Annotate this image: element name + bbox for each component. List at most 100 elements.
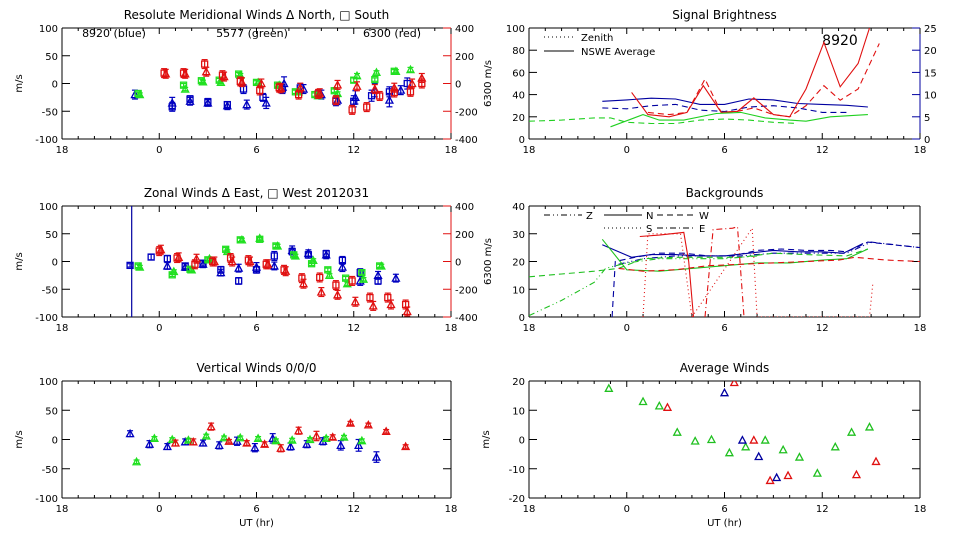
y-tick-label: -100 [35, 494, 58, 505]
y2-axis-label: 6300 m/s [483, 238, 494, 285]
data-point [224, 436, 234, 445]
x-tick-label: 18 [523, 504, 536, 515]
y-tick-label: -100 [35, 135, 58, 146]
y-tick-label: 0 [52, 258, 58, 269]
x-tick-label: 0 [624, 145, 630, 156]
data-point [391, 273, 401, 282]
data-point [737, 435, 748, 444]
series-6300-nswe-average [631, 28, 871, 118]
data-point [304, 251, 313, 259]
data-point [402, 306, 412, 316]
data-point [242, 438, 252, 447]
series-label: 8920 [822, 33, 858, 49]
data-point [155, 247, 163, 255]
data-point [386, 299, 396, 309]
data-point [316, 287, 326, 296]
data-point [332, 96, 340, 104]
data-point [371, 452, 382, 461]
data-point [407, 78, 417, 88]
data-point [125, 428, 135, 438]
series-line [529, 117, 798, 125]
data-point [384, 95, 394, 104]
data-point [162, 261, 172, 270]
x-tick-label: 6 [721, 145, 727, 156]
series-line [602, 103, 847, 113]
x-tick-label: 18 [914, 145, 927, 156]
data-point [209, 257, 217, 266]
series-5577-zenith [529, 117, 798, 125]
data-point [130, 89, 140, 99]
x-axis-label: UT (hr) [707, 518, 742, 529]
data-point [406, 88, 415, 96]
data-point [401, 300, 410, 309]
data-point [348, 277, 356, 285]
data-point [179, 81, 188, 89]
data-point [250, 442, 260, 452]
y-tick-label: 40 [512, 91, 525, 102]
legend-label: E [699, 224, 705, 235]
data-point [294, 90, 303, 99]
series-line [631, 28, 871, 118]
y2-tick-label: 400 [455, 202, 474, 213]
y-tick-label: 20 [512, 258, 525, 269]
data-point [350, 76, 358, 84]
chart-title: Resolute Meridional Winds Δ North, □ Sou… [124, 8, 390, 22]
legend-label: S [646, 224, 652, 235]
data-point [754, 451, 764, 461]
y-tick-label: 60 [512, 68, 525, 79]
x-tick-label: 6 [721, 323, 727, 334]
data-point [214, 440, 224, 450]
data-point [358, 268, 366, 277]
data-point [324, 266, 332, 274]
x-tick-label: 6 [253, 504, 259, 515]
data-point [374, 277, 382, 285]
data-point [662, 402, 673, 411]
x-tick-label: 6 [253, 145, 259, 156]
series-line [639, 231, 695, 317]
y-axis-label: m/s [14, 430, 25, 448]
data-point [298, 274, 306, 282]
y-tick-label: 80 [512, 46, 525, 57]
series-8920-nswe-average [602, 97, 868, 108]
data-point [339, 432, 349, 441]
y-tick-label: -50 [42, 107, 58, 118]
data-point [794, 452, 805, 461]
data-point [198, 438, 208, 447]
data-point [168, 271, 176, 279]
data-point [322, 250, 330, 258]
y-tick-label: 0 [52, 80, 58, 91]
data-point [252, 266, 261, 274]
data-point [188, 436, 198, 446]
data-point [321, 249, 331, 259]
data-point [287, 435, 297, 444]
data-point [851, 469, 862, 479]
series-line [618, 256, 920, 272]
data-point [354, 440, 364, 450]
data-point [173, 254, 181, 262]
y-tick-label: -50 [42, 465, 58, 476]
data-point [235, 432, 245, 442]
data-point [724, 447, 734, 457]
series-6300-e [704, 226, 745, 317]
data-point [741, 441, 751, 451]
data-point [223, 100, 231, 109]
x-tick-label: 18 [445, 504, 458, 515]
y-tick-label: 100 [39, 377, 58, 388]
data-point [261, 98, 271, 107]
legend-label: NSWE Average [581, 47, 655, 58]
x-tick-label: 0 [156, 145, 162, 156]
data-point [298, 84, 309, 93]
x-tick-label: 12 [816, 323, 829, 334]
y2-tick-label: 0 [455, 80, 461, 91]
series-8920-z [618, 241, 920, 265]
data-point [654, 400, 664, 410]
data-point [765, 475, 775, 485]
data-point [314, 90, 322, 98]
data-point [219, 432, 229, 442]
series-line [618, 241, 920, 265]
chart-title: Vertical Winds 0/0/0 [197, 361, 317, 375]
series-5577 [604, 383, 875, 477]
series-5577-west [134, 235, 384, 282]
data-point [201, 431, 211, 440]
data-point [719, 387, 730, 397]
